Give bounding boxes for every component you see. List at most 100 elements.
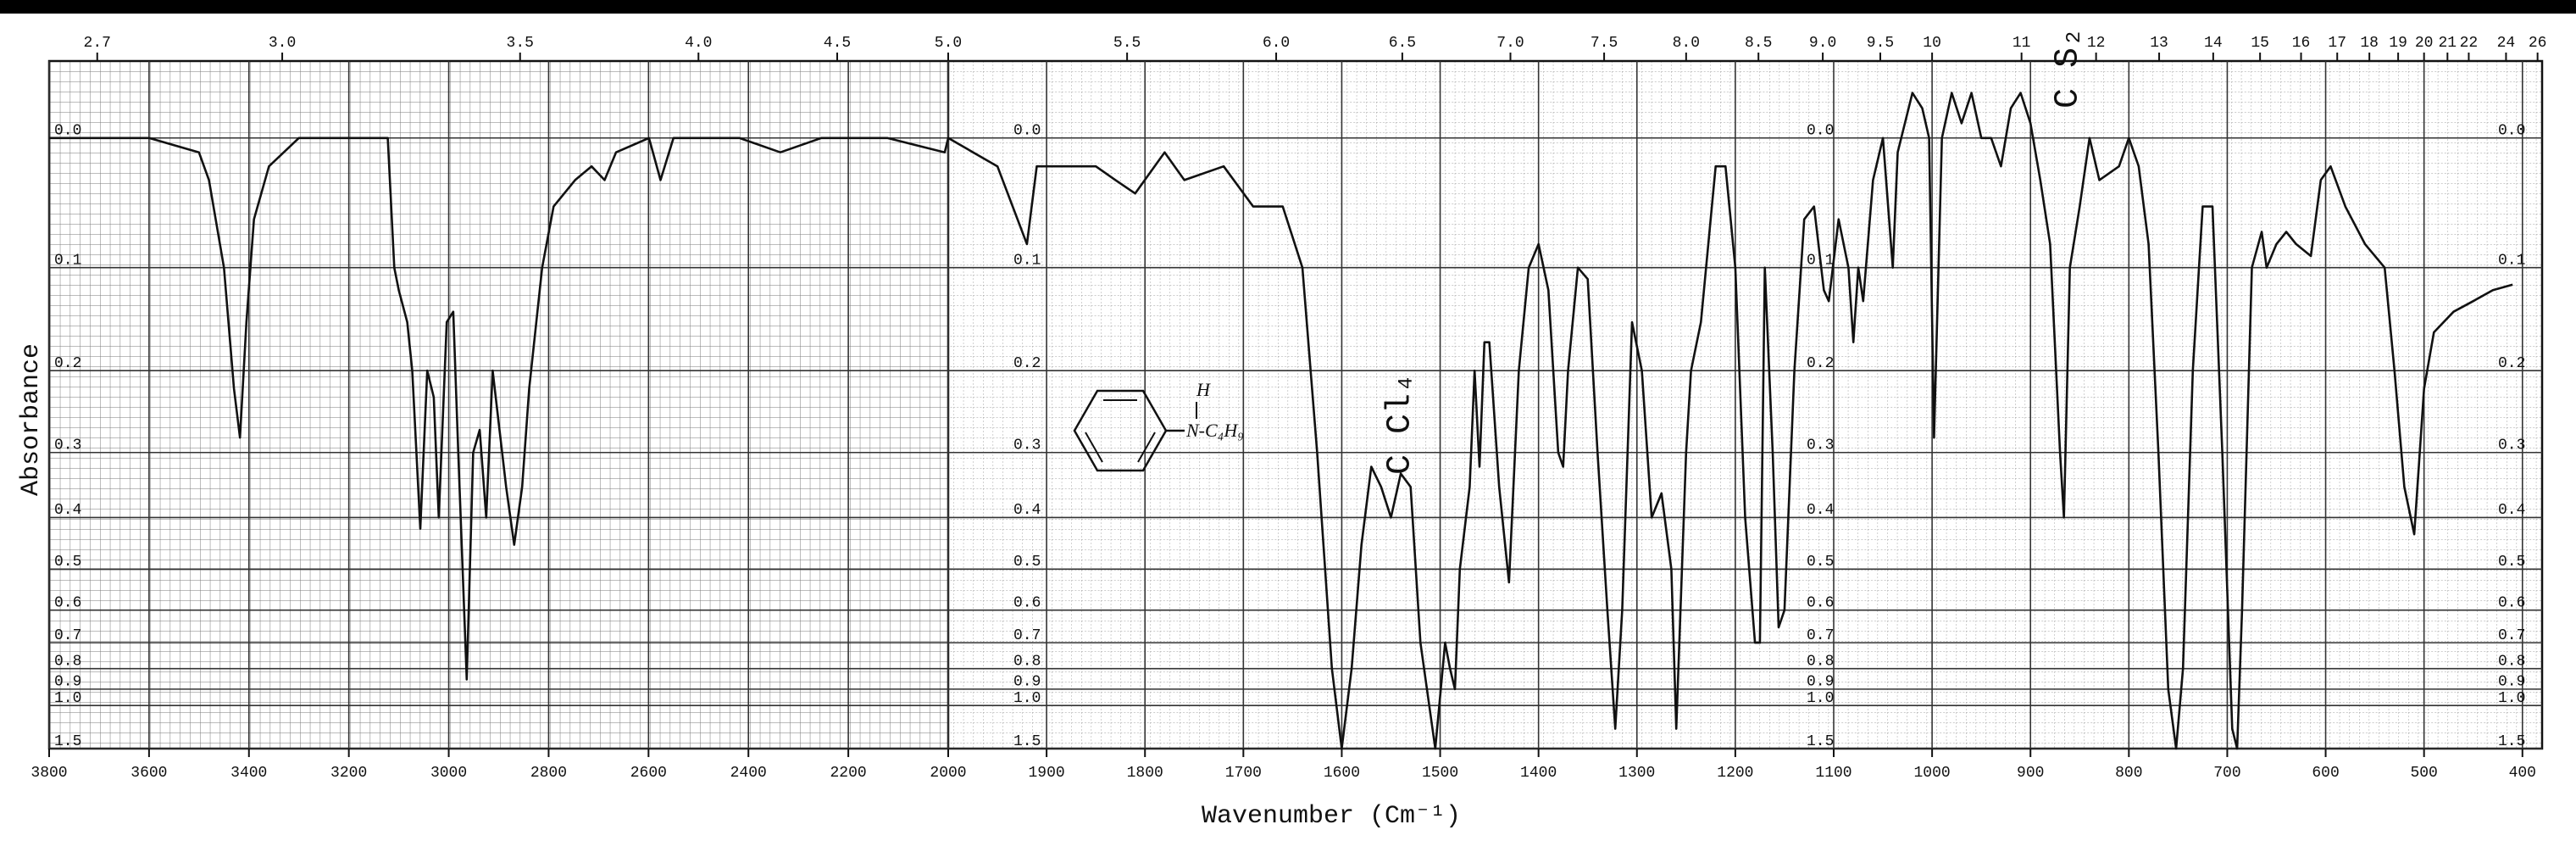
y-tick-label: 0.5: [1013, 554, 1041, 571]
x-tick-label: 1800: [1127, 765, 1163, 782]
top-bar: [0, 0, 2576, 14]
x-tick-label: 1900: [1029, 765, 1065, 782]
y-tick-label: 0.3: [1807, 437, 1834, 454]
y-tick-label: 0.7: [1013, 627, 1041, 644]
x-tick-label: 800: [2115, 765, 2142, 782]
x2-tick-label: 17: [2328, 35, 2346, 52]
y-tick-label: 0.4: [54, 502, 81, 519]
y-tick-label: 0.1: [54, 252, 81, 269]
x2-tick-label: 7.0: [1496, 35, 1524, 52]
y-tick-label: 1.5: [1807, 733, 1834, 750]
y-tick-label: 1.5: [2498, 733, 2525, 750]
x-tick-label: 1500: [1422, 765, 1458, 782]
x-tick-label: 3000: [430, 765, 467, 782]
x2-tick-label: 4.5: [824, 35, 851, 52]
annotation: C Cl₄: [1382, 373, 1420, 475]
y-tick-label: 0.5: [54, 554, 81, 571]
grid: [48, 53, 2542, 757]
x-tick-label: 1200: [1717, 765, 1753, 782]
y-tick-label: 1.0: [54, 690, 81, 707]
x-tick-label: 3400: [230, 765, 267, 782]
x-tick-label: 900: [2017, 765, 2044, 782]
structure-drawing: [1073, 389, 1197, 472]
y-tick-label: 0.1: [2498, 252, 2525, 269]
x2-tick-label: 21: [2439, 35, 2457, 52]
x2-tick-label: 7.5: [1591, 35, 1618, 52]
y-tick-label: 0.1: [1013, 252, 1041, 269]
y-tick-label: 0.9: [54, 674, 81, 691]
x2-tick-label: 3.0: [269, 35, 296, 52]
y-tick-label: 0.2: [1013, 355, 1041, 372]
annotation: N-C₄H₉: [1185, 420, 1244, 441]
y-tick-label: 0.8: [1807, 653, 1834, 670]
x2-tick-label: 8.0: [1673, 35, 1700, 52]
y-tick-label: 0.0: [2498, 123, 2525, 140]
x2-tick-label: 3.5: [507, 35, 534, 52]
x2-tick-label: 20: [2415, 35, 2434, 52]
y-tick-label: 0.8: [1013, 653, 1041, 670]
x-tick-label: 1700: [1225, 765, 1262, 782]
y-tick-label: 1.0: [1807, 690, 1834, 707]
x2-tick-label: 5.0: [935, 35, 962, 52]
x2-tick-label: 6.5: [1389, 35, 1416, 52]
y-tick-label: 0.0: [54, 123, 81, 140]
y-tick-label: 0.4: [1807, 502, 1834, 519]
x-tick-label: 2200: [830, 765, 867, 782]
spectrum: [49, 92, 2513, 750]
x-tick-label: 2000: [930, 765, 966, 782]
double-bond: [1085, 432, 1103, 463]
x-tick-label: 400: [2509, 765, 2536, 782]
y-tick-label: 1.5: [54, 733, 81, 750]
x-tick-label: 500: [2410, 765, 2437, 782]
y-tick-label: 0.9: [2498, 674, 2525, 691]
y-tick-label: 0.7: [1807, 627, 1834, 644]
y-tick-label: 0.3: [2498, 437, 2525, 454]
x-tick-label: 1000: [1914, 765, 1951, 782]
y-tick-label: 0.2: [1807, 355, 1834, 372]
x2-tick-label: 6.0: [1263, 35, 1290, 52]
y-tick-label: 0.4: [1013, 502, 1041, 519]
x2-tick-label: 18: [2360, 35, 2379, 52]
y-tick-label: 1.5: [1013, 733, 1041, 750]
y-tick-label: 0.4: [2498, 502, 2525, 519]
y-tick-label: 0.3: [54, 437, 81, 454]
y-tick-label: 1.0: [2498, 690, 2525, 707]
x-tick-label: 1300: [1618, 765, 1655, 782]
x2-tick-label: 8.5: [1745, 35, 1772, 52]
x2-tick-label: 16: [2292, 35, 2311, 52]
x-tick-label: 3600: [130, 765, 167, 782]
x-tick-label: 1400: [1520, 765, 1557, 782]
x2-tick-label: 5.5: [1113, 35, 1141, 52]
y-tick-label: 0.6: [2498, 594, 2525, 611]
spectrum-line: [49, 92, 2513, 750]
y-tick-label: 0.7: [54, 627, 81, 644]
annotation: H: [1196, 379, 1211, 400]
x2-tick-label: 14: [2204, 35, 2223, 52]
annotation: C S₂: [2050, 27, 2088, 109]
y-tick-label: 0.0: [1807, 123, 1834, 140]
x-tick-label: 3800: [31, 765, 67, 782]
y-tick-label: 0.5: [1807, 554, 1834, 571]
y-tick-label: 0.6: [54, 594, 81, 611]
y-tick-label: 0.6: [1013, 594, 1041, 611]
y-tick-label: 0.6: [1807, 594, 1834, 611]
x2-tick-label: 13: [2150, 35, 2168, 52]
x-tick-label: 1600: [1324, 765, 1360, 782]
x2-tick-label: 11: [2012, 35, 2031, 52]
x-tick-label: 2400: [730, 765, 767, 782]
x2-tick-label: 9.0: [1809, 35, 1836, 52]
y-tick-label: 0.0: [1013, 123, 1041, 140]
x2-tick-label: 19: [2389, 35, 2407, 52]
x2-tick-label: 10: [1923, 35, 1941, 52]
x-axis-title: Wavenumber (Cm⁻¹): [1202, 802, 1461, 831]
double-bond: [1137, 432, 1156, 463]
y-tick-label: 0.9: [1013, 674, 1041, 691]
x-tick-label: 700: [2213, 765, 2240, 782]
x2-tick-label: 15: [2251, 35, 2269, 52]
y-tick-label: 0.2: [54, 355, 81, 372]
x2-tick-label: 22: [2460, 35, 2479, 52]
x-tick-label: 1100: [1815, 765, 1852, 782]
x2-tick-label: 26: [2529, 35, 2547, 52]
